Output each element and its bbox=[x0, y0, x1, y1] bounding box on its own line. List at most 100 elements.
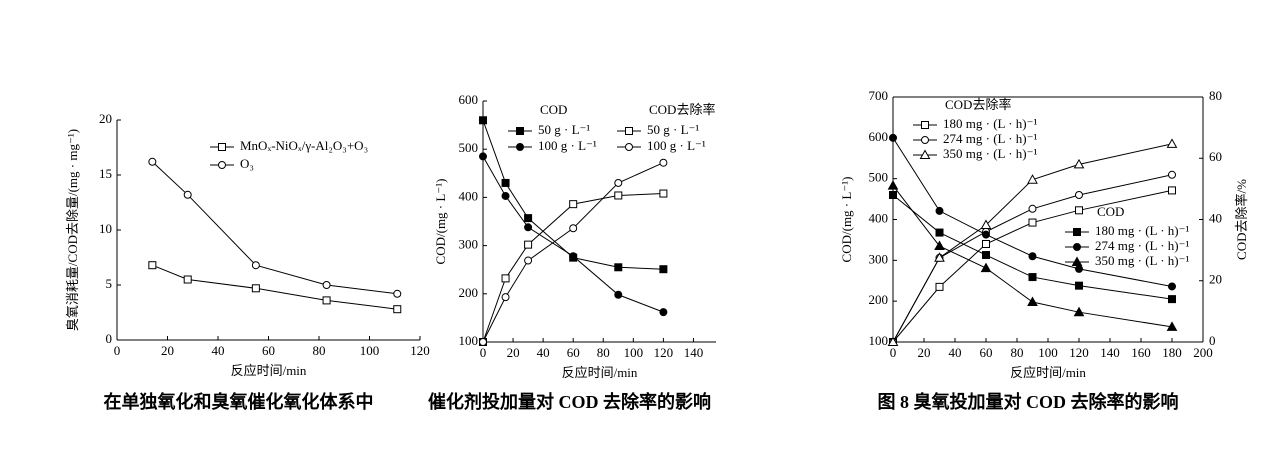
data-point bbox=[1075, 206, 1083, 215]
legend-marker bbox=[625, 143, 633, 151]
series-line bbox=[482, 156, 664, 313]
x-tick-label: 100 bbox=[360, 343, 380, 358]
y-tick-label: 200 bbox=[869, 292, 889, 307]
y-axis-label: COD/(mg · L⁻¹) bbox=[433, 179, 448, 265]
series-line bbox=[892, 189, 1173, 343]
data-point bbox=[1028, 252, 1037, 261]
data-point bbox=[251, 284, 260, 293]
x-tick-label: 40 bbox=[949, 345, 962, 360]
legend-title: COD去除率 bbox=[649, 102, 715, 117]
y-axis-label: COD/(mg · L⁻¹) bbox=[839, 177, 854, 263]
x-axis-label: 反应时间/min bbox=[231, 363, 307, 378]
x-tick-label: 60 bbox=[262, 343, 275, 358]
legend-marker bbox=[1071, 256, 1083, 266]
data-point bbox=[524, 214, 533, 223]
legend-marker bbox=[516, 143, 524, 151]
data-point bbox=[934, 240, 945, 251]
data-point bbox=[889, 191, 897, 199]
y-tick-label: 10 bbox=[99, 221, 112, 236]
data-point bbox=[659, 189, 668, 198]
legend-label: 350 mg · (L · h)⁻¹ bbox=[1095, 253, 1189, 268]
y-tick-label: 300 bbox=[459, 237, 479, 252]
data-point bbox=[659, 265, 668, 274]
y-axis-label: 臭氧消耗量/COD去除量/(mg · mg⁻¹) bbox=[65, 129, 80, 331]
caption: 图 8 臭氧投加量对 COD 去除率的影响 bbox=[878, 391, 1179, 412]
data-point bbox=[183, 190, 192, 199]
data-point bbox=[524, 256, 533, 265]
y2-tick-label: 80 bbox=[1209, 88, 1222, 103]
data-point bbox=[322, 296, 331, 305]
legend-marker bbox=[625, 127, 633, 135]
data-point bbox=[322, 281, 331, 289]
legend-title: COD bbox=[1097, 204, 1124, 219]
data-point bbox=[393, 305, 402, 314]
x-tick-label: 0 bbox=[480, 345, 487, 360]
data-point bbox=[479, 116, 487, 125]
data-point bbox=[980, 219, 992, 230]
legend-title: COD去除率 bbox=[945, 97, 1011, 112]
x-axis-label: 反应时间/min bbox=[1010, 365, 1086, 380]
data-point bbox=[614, 178, 623, 187]
data-point bbox=[1168, 282, 1176, 291]
x-tick-label: 20 bbox=[161, 343, 174, 358]
x-tick-label: 80 bbox=[313, 343, 326, 358]
legend-label: 274 mg · (L · h)⁻¹ bbox=[1095, 238, 1189, 253]
legend-marker bbox=[218, 143, 226, 151]
data-point bbox=[1168, 170, 1176, 179]
data-point bbox=[569, 200, 578, 209]
legend-label: 100 g · L⁻¹ bbox=[647, 138, 706, 153]
data-point bbox=[614, 263, 623, 272]
series-line bbox=[482, 120, 664, 270]
data-point bbox=[1075, 191, 1083, 199]
data-point bbox=[1075, 281, 1083, 290]
data-point bbox=[982, 251, 990, 260]
data-point bbox=[251, 261, 260, 270]
x-tick-label: 40 bbox=[212, 343, 225, 358]
data-point bbox=[1073, 306, 1085, 317]
y-tick-label: 20 bbox=[99, 111, 112, 126]
y-tick-label: 15 bbox=[99, 166, 112, 181]
data-point bbox=[887, 180, 899, 190]
data-point bbox=[501, 293, 510, 302]
caption: 在单独氧化和臭氧催化氧化体系中 bbox=[104, 391, 374, 412]
data-point bbox=[393, 289, 402, 298]
y-tick-label: 500 bbox=[459, 140, 479, 155]
x-tick-label: 0 bbox=[890, 345, 897, 360]
x-tick-label: 120 bbox=[654, 345, 674, 360]
data-point bbox=[569, 252, 578, 261]
y2-tick-label: 0 bbox=[1209, 333, 1216, 348]
legend-marker bbox=[516, 127, 524, 135]
data-point bbox=[524, 240, 533, 249]
legend-label: MnOₓ-NiOₓ/γ-Al₂O₃+O₃ bbox=[240, 138, 368, 153]
y2-tick-label: 20 bbox=[1209, 272, 1222, 287]
y-tick-label: 100 bbox=[459, 333, 479, 348]
data-point bbox=[1168, 295, 1176, 304]
y-tick-label: 0 bbox=[106, 331, 113, 346]
data-point bbox=[614, 191, 623, 200]
data-point bbox=[659, 308, 668, 317]
data-point bbox=[479, 152, 487, 161]
data-point bbox=[569, 224, 578, 233]
y-tick-label: 400 bbox=[869, 210, 889, 225]
y-tick-label: 600 bbox=[869, 129, 889, 144]
legend-label: 50 g · L⁻¹ bbox=[647, 122, 699, 137]
y-tick-label: 100 bbox=[869, 333, 889, 348]
data-point bbox=[935, 228, 944, 237]
data-point bbox=[501, 274, 510, 283]
x-tick-label: 60 bbox=[567, 345, 580, 360]
data-point bbox=[1028, 273, 1037, 282]
data-point bbox=[614, 290, 623, 299]
series-line bbox=[152, 161, 398, 295]
data-point bbox=[1166, 321, 1178, 331]
x-tick-label: 20 bbox=[918, 345, 931, 360]
x-tick-label: 140 bbox=[1100, 345, 1120, 360]
series-line bbox=[482, 193, 664, 343]
x-axis-label: 反应时间/min bbox=[562, 365, 638, 380]
legend-label: 274 mg · (L · h)⁻¹ bbox=[943, 131, 1037, 146]
legend-marker bbox=[921, 121, 929, 129]
y2-tick-label: 40 bbox=[1209, 210, 1222, 225]
x-tick-label: 100 bbox=[1038, 345, 1058, 360]
data-point bbox=[982, 230, 990, 239]
series-line bbox=[482, 162, 664, 343]
x-tick-label: 0 bbox=[114, 343, 121, 358]
